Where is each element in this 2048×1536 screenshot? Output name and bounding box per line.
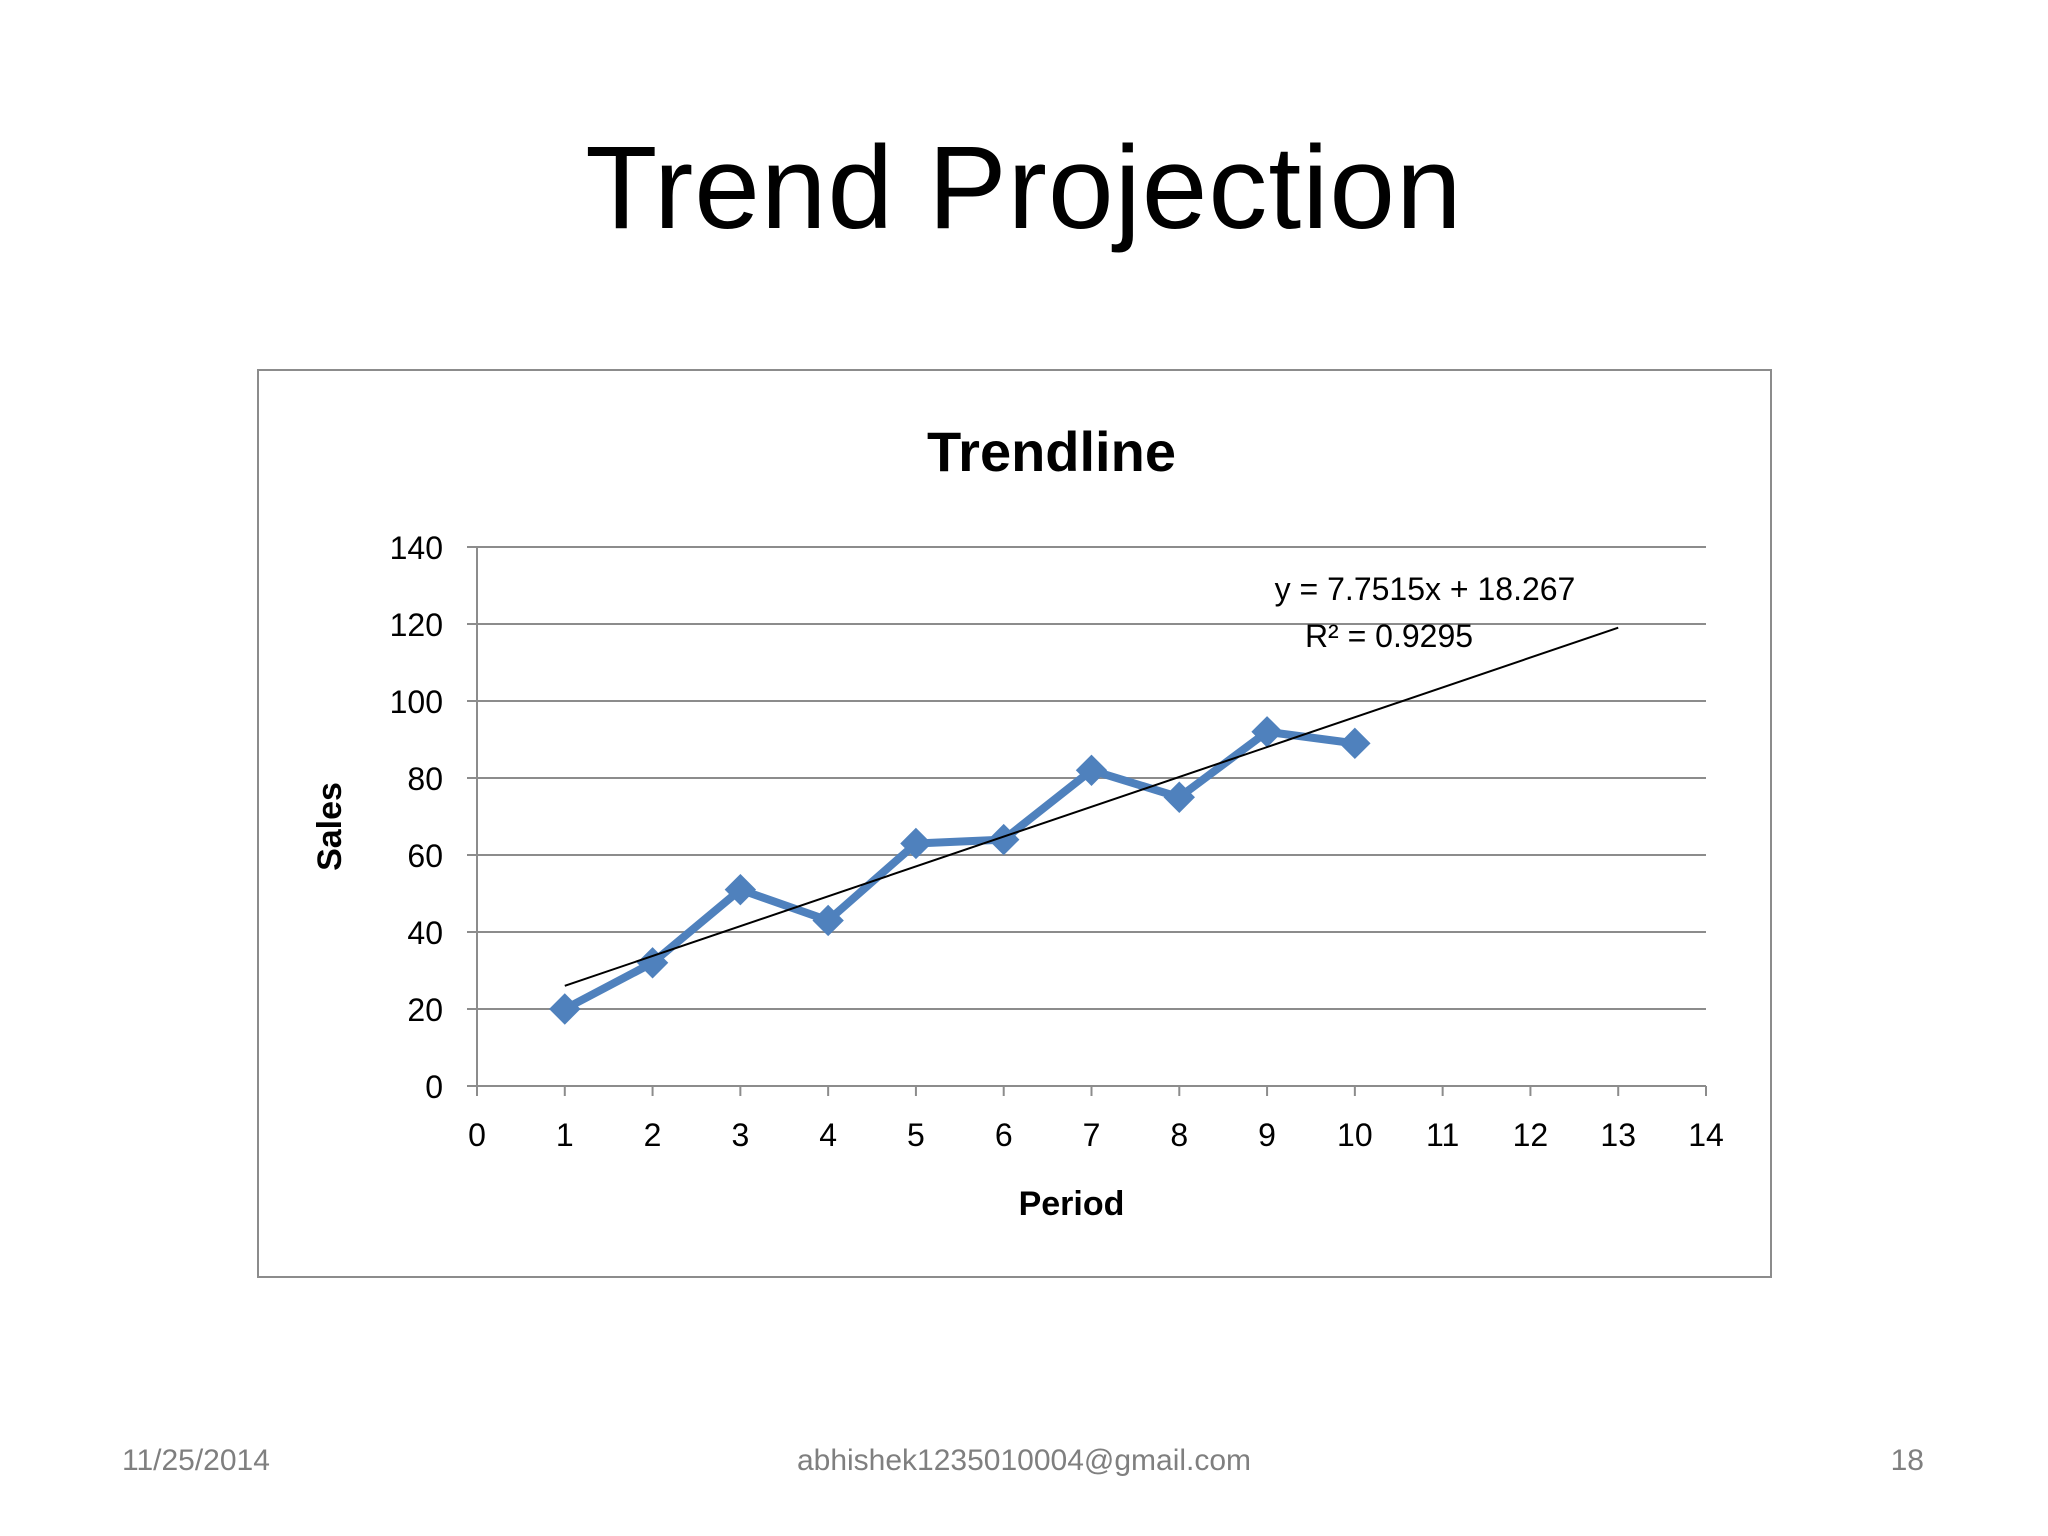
y-tick-label: 0 [425, 1069, 443, 1105]
x-tick-label: 7 [1083, 1117, 1101, 1153]
y-tick-label: 20 [407, 992, 443, 1028]
trendline-equation: y = 7.7515x + 18.267 [1275, 571, 1576, 607]
x-tick-label: 10 [1337, 1117, 1373, 1153]
x-tick-label: 13 [1600, 1117, 1636, 1153]
data-point [549, 993, 581, 1025]
y-tick-label: 60 [407, 838, 443, 874]
y-tick-label: 80 [407, 761, 443, 797]
data-point [1075, 754, 1108, 787]
x-tick-label: 1 [556, 1117, 574, 1153]
series-line [562, 727, 1356, 1013]
y-tick-label: 120 [390, 607, 443, 643]
slide-title: Trend Projection [585, 122, 1463, 254]
x-tick-label: 9 [1258, 1117, 1276, 1153]
x-tick-label: 6 [995, 1117, 1013, 1153]
x-tick-label: 8 [1170, 1117, 1188, 1153]
data-point [724, 873, 757, 906]
x-tick-label: 2 [644, 1117, 662, 1153]
x-tick-label: 14 [1688, 1117, 1724, 1153]
data-point [900, 827, 932, 860]
footer-email: abhishek1235010004@gmail.com [796, 1444, 1252, 1477]
trendline [564, 626, 1619, 987]
x-tick-label: 4 [819, 1117, 837, 1153]
data-point [988, 823, 1020, 856]
x-tick-label: 5 [907, 1117, 925, 1153]
chart-frame: Trendline 0 20 40 60 80 100 120 140 0 1 2 3 4 5 6 7 8 9 10 1… [257, 369, 1772, 1278]
y-tick-label: 40 [407, 915, 443, 951]
chart-title: Trendline [927, 420, 1176, 483]
x-axis-label: Period [1019, 1185, 1125, 1223]
page-number: 18 [1890, 1444, 1924, 1477]
trendline-r-squared: R² = 0.9295 [1305, 618, 1473, 654]
x-tick-label: 3 [731, 1117, 749, 1153]
x-tick-label: 0 [468, 1117, 486, 1153]
data-point [636, 947, 669, 979]
data-point [812, 904, 844, 937]
y-tick-label: 140 [390, 530, 443, 566]
y-tick-label: 100 [390, 684, 443, 720]
x-tick-label: 11 [1426, 1117, 1459, 1153]
x-tick-label: 12 [1513, 1117, 1549, 1153]
footer-date: 11/25/2014 [122, 1444, 270, 1477]
data-point [1339, 727, 1371, 760]
data-point [1163, 781, 1195, 813]
y-axis-label: Sales [311, 782, 349, 871]
